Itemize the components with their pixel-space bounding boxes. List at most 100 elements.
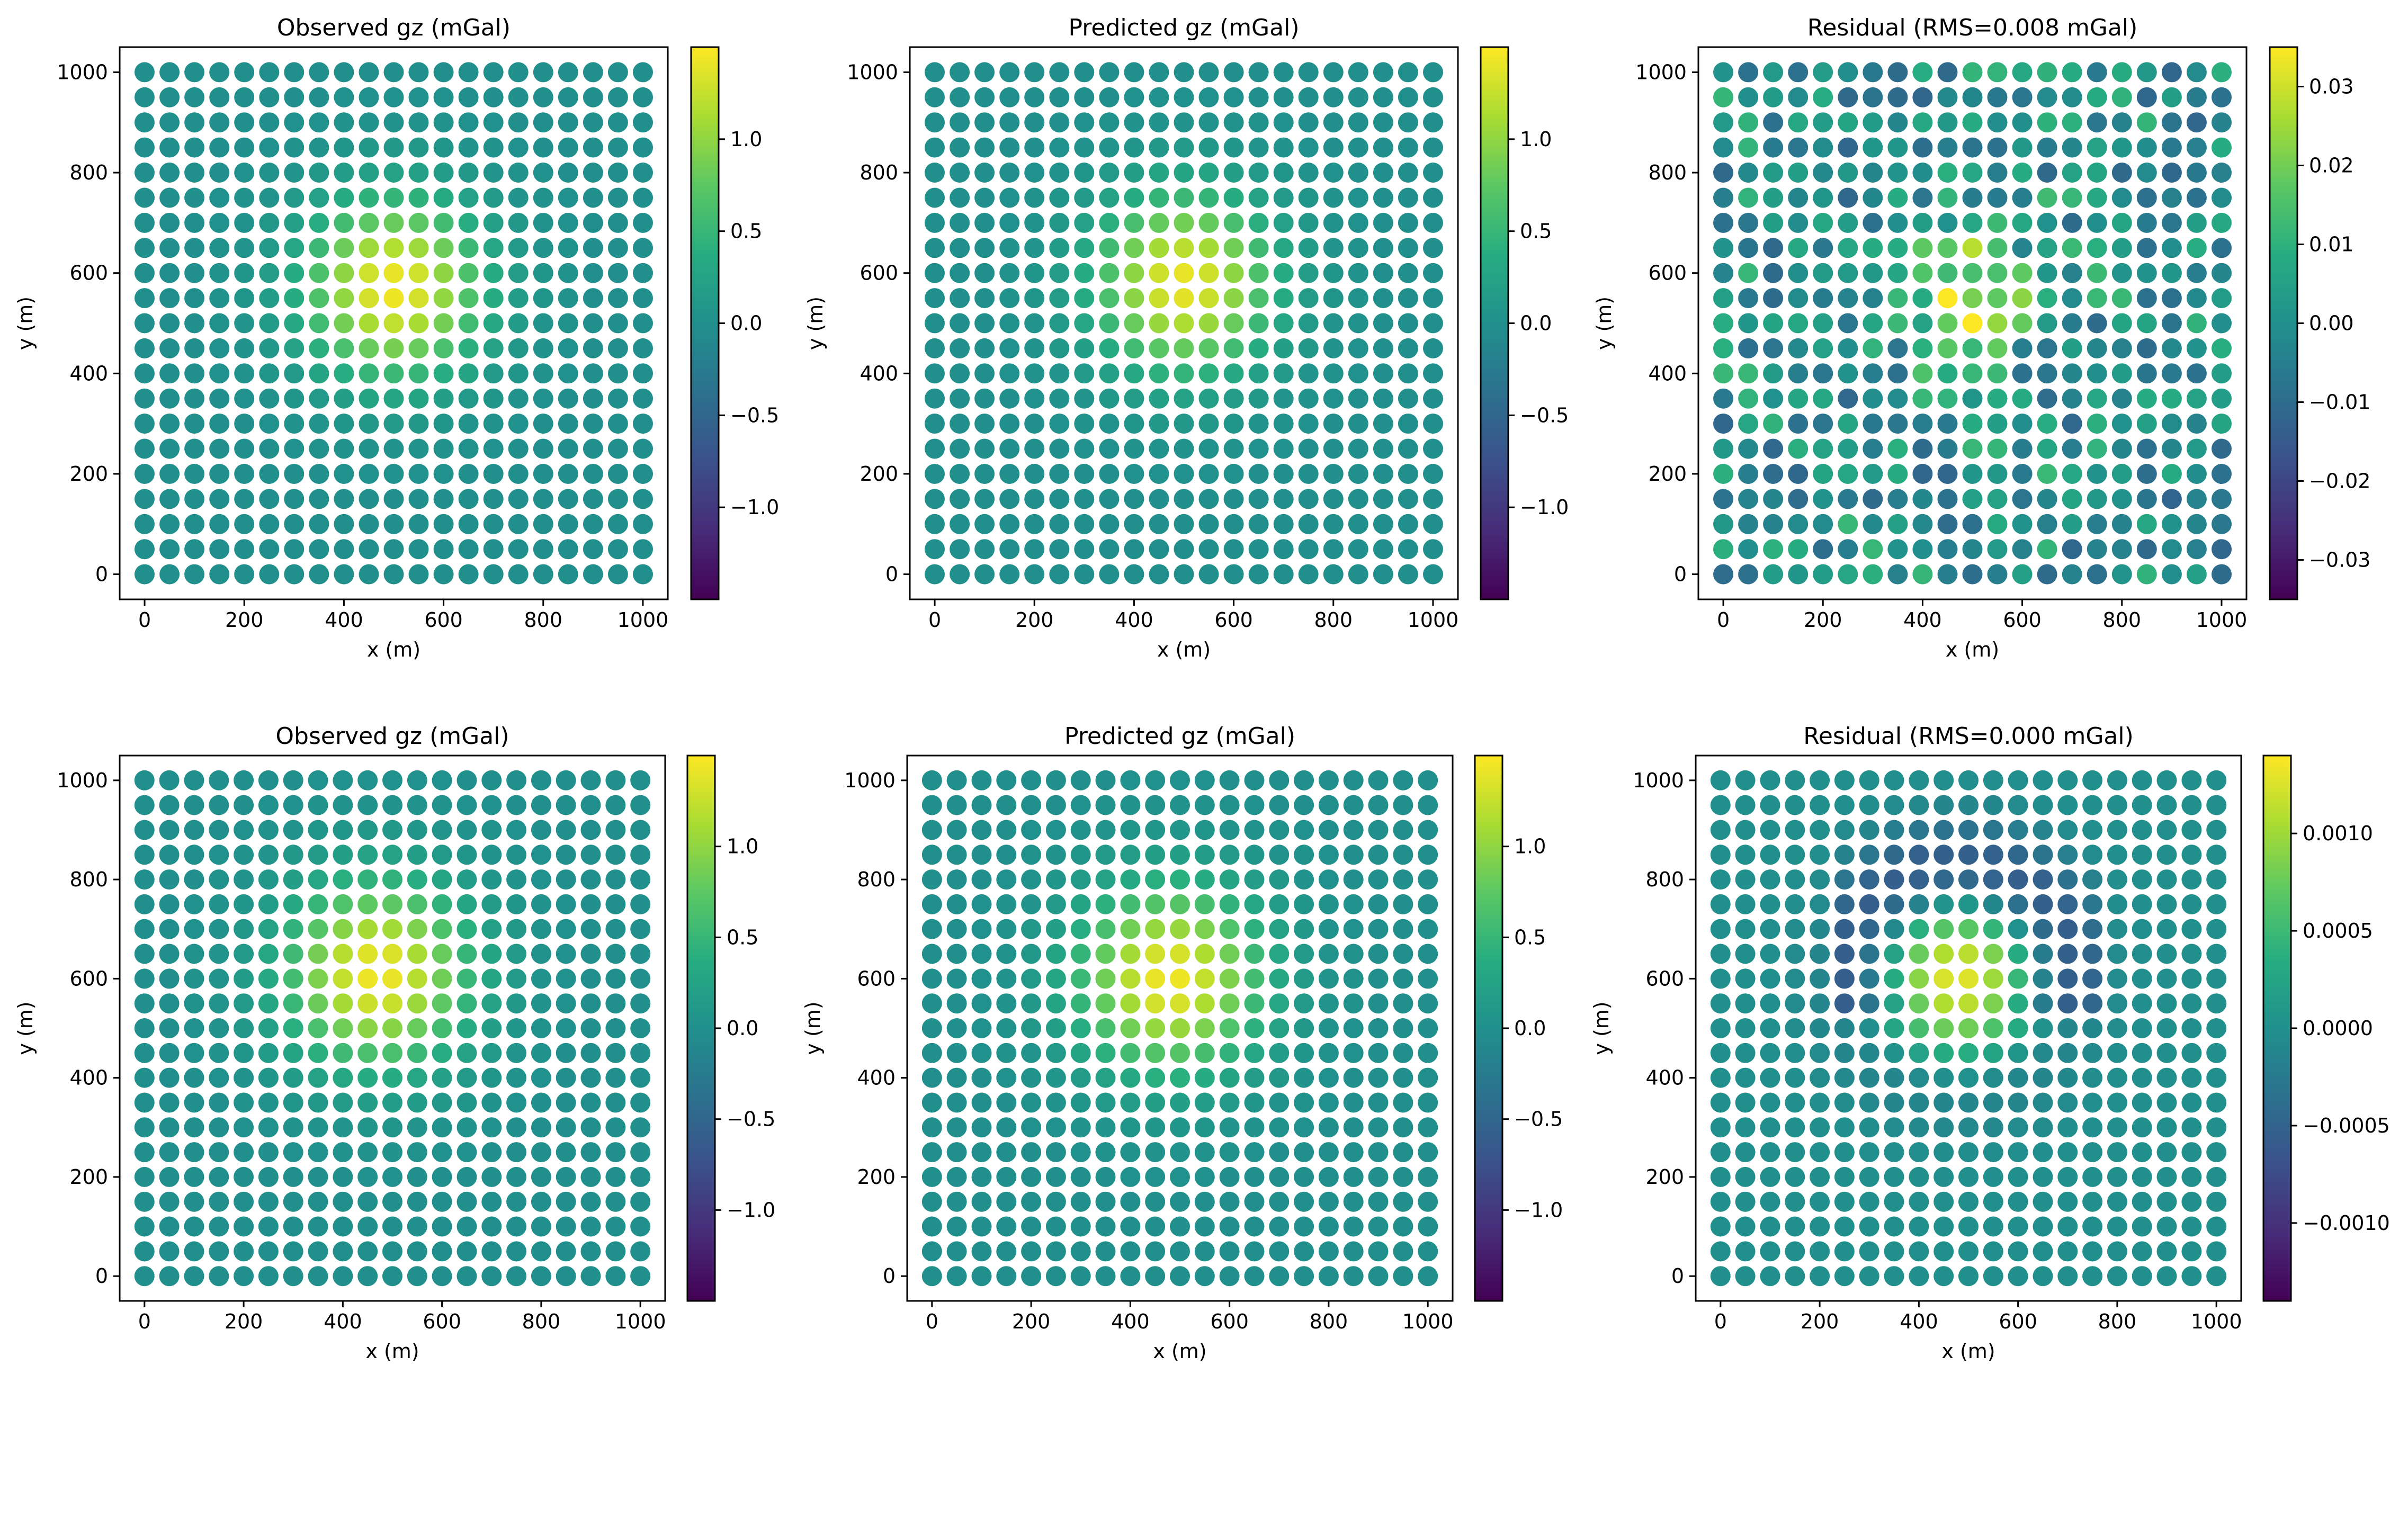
data-point: [1149, 163, 1169, 183]
data-point: [209, 489, 230, 509]
data-point: [481, 1266, 502, 1287]
data-point: [1710, 894, 1731, 914]
data-point: [1373, 539, 1393, 560]
data-point: [359, 388, 379, 409]
data-point: [458, 112, 479, 133]
data-point: [1987, 62, 2008, 83]
data-point: [1909, 1092, 1929, 1113]
data-point: [357, 968, 378, 989]
data-point: [483, 338, 504, 358]
data-point: [1423, 163, 1443, 183]
data-point: [258, 944, 279, 964]
data-point: [1763, 87, 1784, 107]
data-point: [159, 514, 180, 534]
data-point: [1987, 489, 2008, 509]
data-point: [1149, 288, 1169, 309]
data-point: [2107, 1216, 2127, 1237]
data-point: [996, 1241, 1017, 1262]
data-point: [999, 62, 1020, 83]
data-point: [308, 919, 328, 939]
data-point: [999, 238, 1020, 258]
data-point: [1937, 489, 1958, 509]
data-point: [2156, 1241, 2177, 1262]
data-point: [1174, 263, 1194, 283]
data-point: [134, 1142, 155, 1163]
data-point: [633, 438, 653, 459]
data-point: [2107, 894, 2127, 914]
data-point: [1095, 894, 1116, 914]
data-point: [134, 845, 155, 865]
data-point: [1838, 363, 1858, 384]
data-point: [1149, 388, 1169, 409]
y-tick-label: 0: [885, 563, 898, 586]
data-point: [2107, 1018, 2127, 1038]
data-point: [1373, 464, 1393, 484]
data-point: [974, 288, 995, 309]
data-point: [456, 1241, 477, 1262]
data-point: [1738, 163, 1759, 183]
data-point: [1983, 1117, 2003, 1138]
data-point: [259, 564, 280, 585]
data-point: [1145, 1018, 1166, 1038]
data-point: [382, 869, 402, 890]
data-point: [159, 1067, 180, 1088]
data-point: [1859, 1018, 1879, 1038]
data-point: [1194, 770, 1215, 791]
data-point: [1248, 464, 1269, 484]
data-point: [1244, 944, 1265, 964]
data-point: [333, 795, 353, 815]
data-point: [1738, 363, 1759, 384]
data-point: [1418, 968, 1438, 989]
data-point: [1760, 1018, 1780, 1038]
data-point: [1909, 1018, 1929, 1038]
data-point: [2132, 1191, 2152, 1212]
data-point: [1219, 820, 1240, 840]
data-point: [308, 770, 328, 791]
data-point: [1294, 1067, 1314, 1088]
data-point: [2008, 919, 2028, 939]
data-point: [1810, 845, 1830, 865]
data-point: [971, 1266, 992, 1287]
data-point: [334, 187, 354, 208]
data-point: [580, 1241, 601, 1262]
data-point: [1983, 869, 2003, 890]
data-point: [1024, 514, 1045, 534]
data-point: [506, 795, 527, 815]
data-point: [1887, 87, 1908, 107]
data-point: [1120, 845, 1141, 865]
data-point: [357, 1067, 378, 1088]
data-point: [184, 112, 205, 133]
data-point: [1983, 770, 2003, 791]
data-point: [259, 137, 280, 158]
data-point: [1049, 338, 1070, 358]
data-point: [1785, 968, 1805, 989]
y-tick-label: 600: [69, 967, 108, 990]
data-point: [1070, 845, 1091, 865]
data-point: [921, 1043, 942, 1063]
data-point: [974, 489, 995, 509]
data-point: [1269, 770, 1290, 791]
data-point: [483, 388, 504, 409]
data-point: [1244, 1117, 1265, 1138]
data-point: [999, 414, 1020, 434]
data-point: [134, 894, 155, 914]
data-point: [1423, 238, 1443, 258]
data-point: [2087, 539, 2107, 560]
data-point: [1368, 1191, 1389, 1212]
data-point: [2212, 539, 2232, 560]
data-point: [2132, 820, 2152, 840]
data-point: [2082, 770, 2103, 791]
x-tick-label: 0: [138, 608, 151, 632]
data-point: [531, 770, 551, 791]
data-point: [1348, 288, 1368, 309]
data-point: [1738, 514, 1759, 534]
data-point: [607, 338, 628, 358]
data-point: [1318, 1166, 1339, 1187]
data-point: [2181, 869, 2202, 890]
data-point: [333, 1043, 353, 1063]
data-point: [630, 894, 651, 914]
data-point: [633, 564, 653, 585]
data-point: [433, 288, 454, 309]
data-point: [996, 1166, 1017, 1187]
data-point: [209, 919, 229, 939]
